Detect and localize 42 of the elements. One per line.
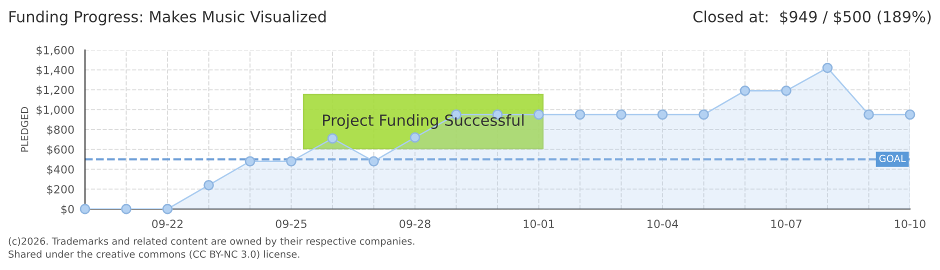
point (162, 204, 173, 214)
point (534, 109, 544, 120)
point (80, 204, 90, 214)
chart-title: Funding Progress: Makes Music Visualized (10, 10, 326, 26)
point (368, 156, 379, 166)
y-tick-label: $400 (47, 165, 74, 176)
point (864, 109, 874, 120)
point (740, 86, 750, 96)
point (121, 204, 132, 214)
x-tick-label: 10-01 (524, 220, 554, 228)
ref-line-label: GOAL (879, 154, 906, 162)
point (781, 86, 792, 96)
text: Shared under the creative commons (CC BY-NC 3.0) license. (8, 250, 300, 259)
y-tick-label: $200 (47, 184, 74, 195)
point (616, 109, 626, 120)
y-tick-label: $800 (47, 125, 74, 136)
point (410, 132, 420, 143)
point (244, 156, 256, 166)
y-tick-label: $1,000 (36, 105, 74, 116)
point (657, 109, 668, 120)
point (698, 109, 709, 120)
point (204, 180, 214, 190)
x-tick-label: 09-28 (400, 220, 430, 228)
y-tick-label: $1,200 (36, 86, 74, 96)
x-tick-label: 10-10 (895, 220, 926, 228)
annotation: Project Funding Successful (323, 114, 524, 129)
text: Closed at: $949 / $500 (189%) (693, 10, 931, 24)
x-tick-label: 10-04 (648, 220, 678, 228)
text: (c)2026. Trademarks and related content are owned by their respective companies. (8, 237, 414, 247)
y-tick-label: $0 (61, 204, 74, 215)
point (286, 156, 296, 166)
point (822, 62, 833, 74)
x-tick-label: 10-07 (771, 220, 802, 228)
x-tick-label: 09-25 (276, 220, 306, 228)
point (904, 109, 916, 120)
y-tick-label: $1,600 (36, 46, 74, 56)
x-tick-label: 09-22 (152, 220, 183, 228)
point (574, 109, 586, 120)
y-tick-label: $600 (47, 145, 74, 156)
y-tick-label: $1,400 (36, 66, 74, 76)
point (327, 133, 338, 144)
y-axis-title: PLEDGED (20, 107, 28, 152)
